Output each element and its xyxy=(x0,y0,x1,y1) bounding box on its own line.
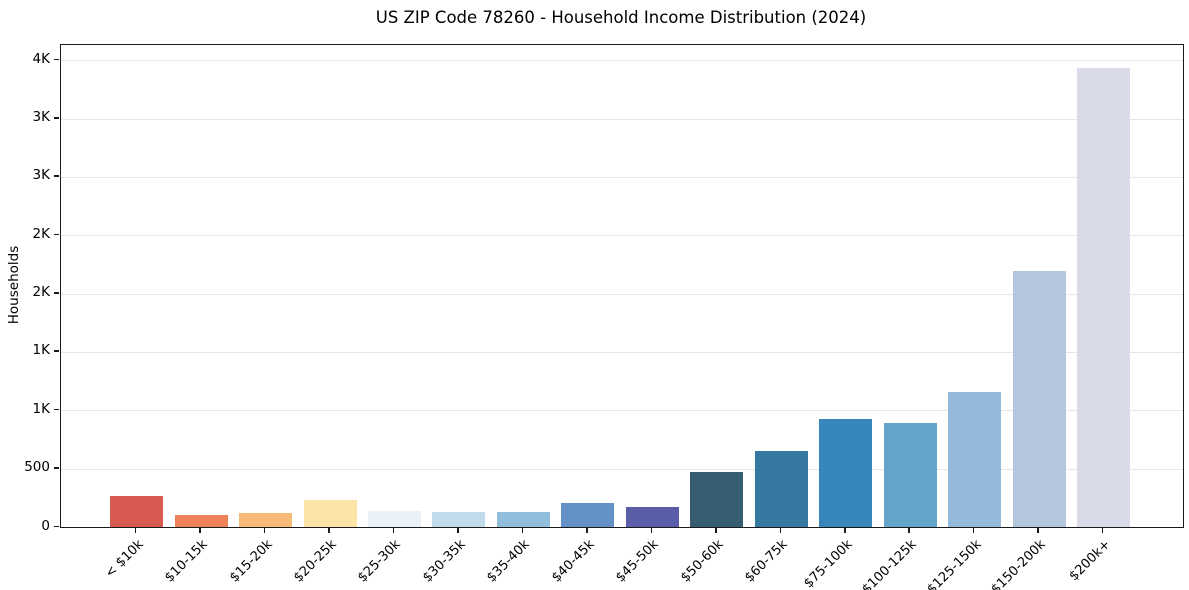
x-tick-label: $60-75k xyxy=(742,537,791,586)
y-tick-mark xyxy=(54,525,59,527)
y-tick-mark xyxy=(54,58,59,61)
bar xyxy=(561,502,615,527)
chart-title: US ZIP Code 78260 - Household Income Dis… xyxy=(375,8,867,27)
x-tick-mark xyxy=(1101,527,1104,533)
y-tick-mark xyxy=(54,117,59,119)
y-tick-mark xyxy=(54,233,59,236)
bar xyxy=(303,499,357,527)
bar xyxy=(1012,271,1066,527)
x-tick-label: $125-150k xyxy=(924,537,985,590)
y-tick-label: 0 xyxy=(41,517,50,534)
x-tick-label: $10-15k xyxy=(162,537,211,586)
gridline xyxy=(61,118,1183,120)
gridline xyxy=(61,351,1183,353)
x-tick-mark xyxy=(844,527,846,533)
y-tick-label: 1K xyxy=(32,400,50,417)
x-tick-label: $20-25k xyxy=(291,537,340,586)
x-tick-mark xyxy=(521,527,524,533)
bar xyxy=(367,511,421,527)
gridline xyxy=(61,293,1183,295)
x-tick-mark xyxy=(263,527,266,533)
bar xyxy=(690,472,744,527)
x-tick-mark xyxy=(972,527,975,533)
bar xyxy=(432,511,486,527)
x-tick-label: < $10k xyxy=(102,537,147,582)
bar xyxy=(883,423,937,527)
bar xyxy=(496,512,550,527)
x-tick-mark xyxy=(328,527,330,533)
x-tick-mark xyxy=(908,527,910,533)
x-tick-label: $150-200k xyxy=(988,537,1049,590)
x-tick-label: $40-45k xyxy=(548,537,598,586)
x-tick-mark xyxy=(1037,527,1039,533)
y-tick-label: 2K xyxy=(32,225,50,242)
x-tick-label: $35-40k xyxy=(484,537,534,586)
x-tick-mark xyxy=(134,527,137,533)
x-tick-label: $100-125k xyxy=(859,537,920,590)
x-tick-mark xyxy=(715,527,717,533)
y-tick-label: 500 xyxy=(24,459,50,476)
x-tick-label: $50-60k xyxy=(677,537,727,586)
y-tick-label: 4K xyxy=(32,50,50,67)
y-tick-mark xyxy=(54,467,59,469)
y-tick-mark xyxy=(54,350,59,352)
y-tick-label: 3K xyxy=(32,167,50,184)
x-tick-mark xyxy=(586,527,588,533)
x-tick-mark xyxy=(779,527,782,533)
bar xyxy=(625,506,679,527)
x-tick-mark xyxy=(392,527,395,533)
y-tick-mark xyxy=(54,292,59,294)
gridline xyxy=(61,235,1183,237)
gridline xyxy=(61,468,1183,470)
plot-area xyxy=(60,44,1184,528)
x-tick-label: $200k+ xyxy=(1066,537,1114,585)
bar xyxy=(239,513,293,527)
y-tick-label: 1K xyxy=(32,342,50,359)
y-tick-mark xyxy=(54,175,59,177)
x-tick-mark xyxy=(199,527,201,533)
x-tick-label: $45-50k xyxy=(613,537,662,586)
x-tick-label: $30-35k xyxy=(420,537,469,586)
y-tick-label: 3K xyxy=(32,109,50,126)
bar xyxy=(754,450,808,527)
bar xyxy=(174,514,228,527)
x-tick-label: $75-100k xyxy=(801,537,856,590)
bar xyxy=(819,419,873,527)
gridline xyxy=(61,176,1183,178)
x-tick-mark xyxy=(457,527,459,533)
y-tick-label: 2K xyxy=(32,284,50,301)
y-tick-mark xyxy=(54,408,59,411)
bar xyxy=(110,496,164,527)
bar xyxy=(1077,68,1131,527)
gridline xyxy=(61,60,1183,62)
x-tick-mark xyxy=(650,527,653,533)
bar xyxy=(948,392,1002,527)
gridline xyxy=(61,410,1183,412)
x-tick-label: $25-30k xyxy=(355,537,405,586)
x-tick-label: $15-20k xyxy=(226,537,276,586)
